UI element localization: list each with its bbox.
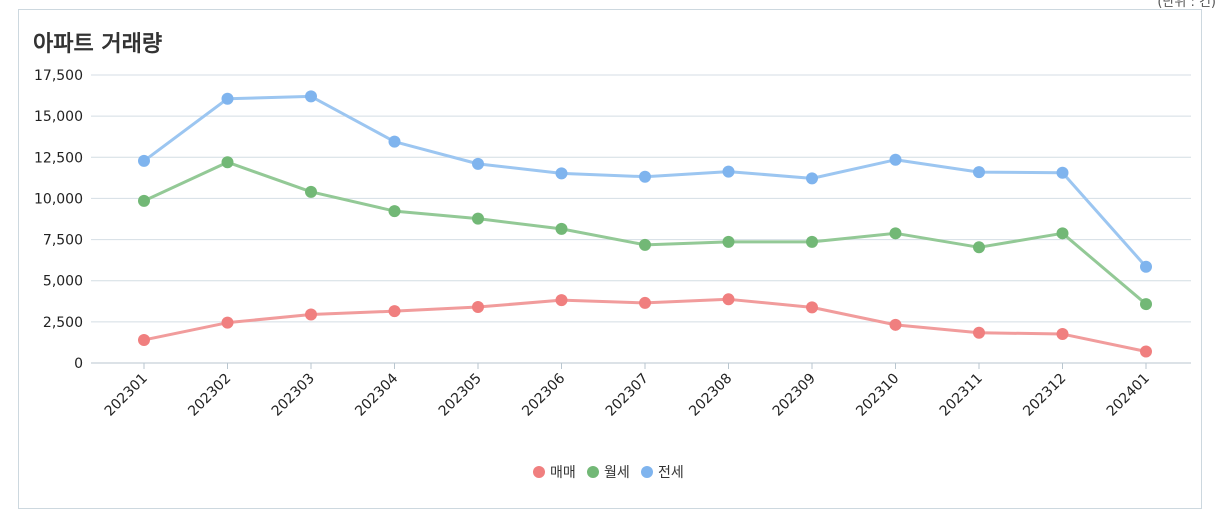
legend-item[interactable]: 월세 [587, 465, 630, 481]
y-tick-label: 5,000 [43, 274, 83, 290]
data-point[interactable] [973, 166, 985, 179]
legend-item[interactable]: 전세 [641, 465, 684, 481]
x-tick-label: 202312 [1020, 371, 1069, 420]
data-point[interactable] [722, 235, 735, 248]
chart-panel: 아파트 거래량 0 2,500 5,000 7,500 10,000 12,500 15,0… [18, 9, 1202, 509]
y-tick-label: 17,500 [34, 68, 83, 84]
y-tick-label: 12,500 [34, 150, 83, 166]
legend-label: 매매 [550, 465, 576, 481]
y-tick-label: 7,500 [43, 233, 83, 249]
data-point[interactable] [806, 301, 818, 314]
data-point[interactable] [1140, 298, 1152, 311]
series-layer [138, 90, 1152, 358]
data-point[interactable] [138, 194, 150, 207]
data-point[interactable] [388, 205, 401, 218]
data-point[interactable] [1056, 328, 1069, 341]
legend-marker [641, 466, 653, 478]
data-point[interactable] [472, 157, 484, 170]
series-1 [138, 293, 1152, 358]
data-point[interactable] [555, 167, 568, 180]
data-point[interactable] [1140, 345, 1152, 358]
x-tick-label: 202306 [519, 370, 568, 419]
x-tick-label: 202311 [937, 371, 986, 420]
data-point[interactable] [221, 156, 234, 169]
data-point[interactable] [639, 170, 651, 183]
x-tick-label: 202310 [853, 371, 902, 420]
legend-marker [533, 466, 545, 478]
data-point[interactable] [305, 90, 317, 103]
data-point[interactable] [221, 316, 234, 329]
data-point[interactable] [388, 305, 401, 318]
legend-label: 전세 [658, 465, 684, 481]
data-point[interactable] [806, 172, 818, 185]
x-tick-label: 202302 [185, 371, 234, 420]
data-point[interactable] [138, 333, 150, 346]
legend-item[interactable]: 매매 [533, 465, 576, 481]
legend-marker [587, 466, 599, 478]
data-point[interactable] [639, 296, 651, 309]
data-point[interactable] [639, 238, 651, 251]
y-tick-label: 0 [74, 356, 83, 372]
x-tick-label: 202309 [770, 371, 819, 420]
y-tick-label: 2,500 [43, 315, 83, 331]
data-point[interactable] [305, 185, 317, 198]
axis-layer: 0 2,500 5,000 7,500 10,000 12,500 15,000 17,500… [34, 68, 1153, 420]
legend: 매매 월세 전세 [533, 465, 684, 481]
x-tick-label: 202304 [352, 370, 401, 419]
x-tick-label: 202307 [603, 371, 652, 420]
data-point[interactable] [1056, 227, 1069, 240]
data-point[interactable] [388, 135, 401, 148]
data-point[interactable] [889, 318, 902, 331]
series-line [143, 160, 1147, 306]
data-point[interactable] [973, 326, 985, 339]
data-point[interactable] [472, 301, 484, 314]
data-point[interactable] [1056, 166, 1069, 179]
data-point[interactable] [472, 212, 484, 225]
unit-note: (단위 : 건) [1157, 0, 1216, 10]
data-point[interactable] [806, 235, 818, 248]
legend-label: 월세 [604, 465, 630, 481]
data-point[interactable] [722, 165, 735, 178]
x-tick-label: 202401 [1104, 371, 1153, 420]
data-point[interactable] [555, 222, 568, 235]
data-point[interactable] [305, 308, 317, 321]
x-tick-label: 202305 [436, 371, 485, 420]
y-tick-label: 10,000 [34, 191, 83, 207]
y-tick-label: 15,000 [34, 109, 83, 125]
x-tick-label: 202301 [102, 371, 151, 420]
chart-title: 아파트 거래량 [33, 32, 163, 57]
series-2 [138, 156, 1152, 311]
x-tick-label: 202303 [269, 371, 318, 420]
data-point[interactable] [722, 293, 735, 306]
grid-layer [91, 74, 1191, 364]
data-point[interactable] [973, 241, 985, 254]
data-point[interactable] [221, 92, 234, 105]
data-point[interactable] [555, 294, 568, 307]
data-point[interactable] [138, 154, 150, 167]
chart-svg: 0 2,500 5,000 7,500 10,000 12,500 15,000 17,500… [34, 68, 1191, 481]
data-point[interactable] [889, 227, 902, 240]
data-point[interactable] [1140, 260, 1152, 273]
series-3 [138, 90, 1152, 273]
data-point[interactable] [889, 153, 902, 166]
x-tick-label: 202308 [686, 371, 735, 420]
